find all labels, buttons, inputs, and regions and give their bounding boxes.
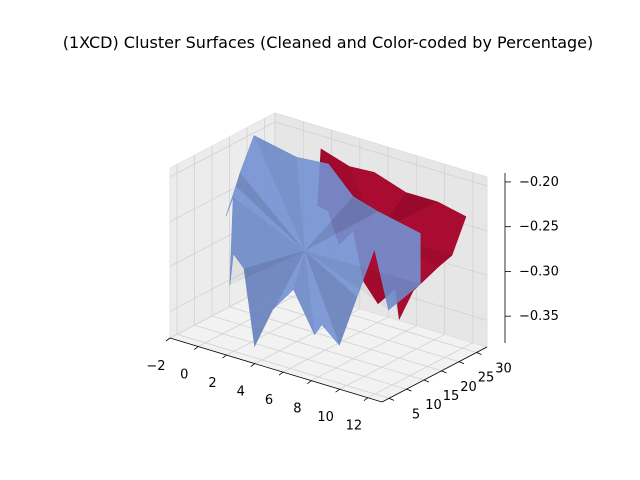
y-tick-label: 10 [425, 398, 442, 413]
y-tick-label: 20 [460, 380, 477, 395]
z-tick-label: −0.30 [519, 264, 559, 279]
y-tick-label: 30 [495, 362, 512, 377]
surface-facet [235, 172, 305, 251]
y-tick [458, 361, 465, 365]
x-tick-label: 2 [208, 376, 216, 391]
y-grid-line [176, 164, 390, 399]
x-grid-line [367, 172, 474, 399]
x-tick-label: −2 [146, 359, 165, 374]
surface-facet [304, 250, 421, 310]
x-tick-label: 8 [293, 402, 301, 417]
surface-facet [304, 250, 357, 345]
x-tick-label: 10 [317, 410, 334, 425]
x-tick [250, 363, 256, 367]
y-grid-line [211, 146, 425, 381]
y-tick [476, 352, 482, 355]
surface-fill [225, 135, 421, 348]
z-tick-label: −0.35 [519, 309, 559, 324]
y-axis-line [381, 346, 488, 403]
surface-facet [254, 135, 305, 251]
z-grid-line [169, 121, 488, 187]
z-tick-label: −0.25 [519, 220, 559, 235]
x-tick [165, 337, 171, 342]
x-tick-label: 0 [180, 368, 188, 383]
tick-labels: −202468101251015202530−0.35−0.30−0.25−0.… [146, 175, 558, 434]
surface-facet [229, 197, 305, 286]
x-tick [194, 346, 199, 350]
surface-facet [304, 196, 378, 251]
y-tick [406, 388, 412, 392]
y-grid-line [229, 136, 442, 372]
y-tick [441, 370, 447, 374]
surface-facet [293, 250, 315, 335]
y-tick [423, 379, 430, 383]
x-axis-line [169, 337, 383, 403]
y-tick [388, 397, 395, 401]
y-tick-label: 15 [443, 389, 460, 404]
surfaces [225, 135, 467, 348]
x-tick-label: 6 [265, 393, 273, 408]
x-tick [363, 397, 369, 402]
y-tick-label: 5 [412, 407, 420, 422]
z-tick-label: −0.20 [519, 175, 559, 190]
x-tick-label: 4 [237, 385, 245, 400]
surface-cluster-2 [225, 135, 421, 348]
x-tick [335, 388, 340, 393]
x-tick-label: 12 [346, 419, 363, 434]
x-tick [307, 380, 312, 384]
surface-facet [244, 250, 305, 347]
y-tick-label: 25 [478, 371, 495, 386]
chart-title: (1XCD) Cluster Surfaces (Cleaned and Col… [62, 33, 594, 52]
x-tick [278, 371, 284, 376]
y-grid-line [194, 155, 407, 390]
x-tick [222, 354, 227, 359]
axis-lines [165, 173, 511, 403]
